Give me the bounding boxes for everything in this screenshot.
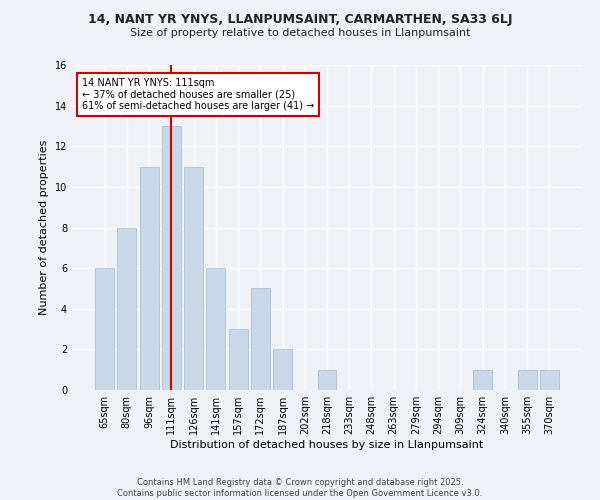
Bar [273, 350, 292, 390]
Bar [162, 126, 181, 390]
Bar [229, 329, 248, 390]
Bar [518, 370, 536, 390]
Bar [317, 370, 337, 390]
Bar [118, 228, 136, 390]
Text: 14 NANT YR YNYS: 111sqm
← 37% of detached houses are smaller (25)
61% of semi-de: 14 NANT YR YNYS: 111sqm ← 37% of detache… [82, 78, 314, 111]
Bar [540, 370, 559, 390]
Bar [251, 288, 270, 390]
Text: 14, NANT YR YNYS, LLANPUMSAINT, CARMARTHEN, SA33 6LJ: 14, NANT YR YNYS, LLANPUMSAINT, CARMARTH… [88, 12, 512, 26]
Y-axis label: Number of detached properties: Number of detached properties [39, 140, 49, 315]
Text: Contains HM Land Registry data © Crown copyright and database right 2025.
Contai: Contains HM Land Registry data © Crown c… [118, 478, 482, 498]
Bar [184, 166, 203, 390]
Text: Size of property relative to detached houses in Llanpumsaint: Size of property relative to detached ho… [130, 28, 470, 38]
Bar [140, 166, 158, 390]
Bar [473, 370, 492, 390]
X-axis label: Distribution of detached houses by size in Llanpumsaint: Distribution of detached houses by size … [170, 440, 484, 450]
Bar [206, 268, 225, 390]
Bar [95, 268, 114, 390]
